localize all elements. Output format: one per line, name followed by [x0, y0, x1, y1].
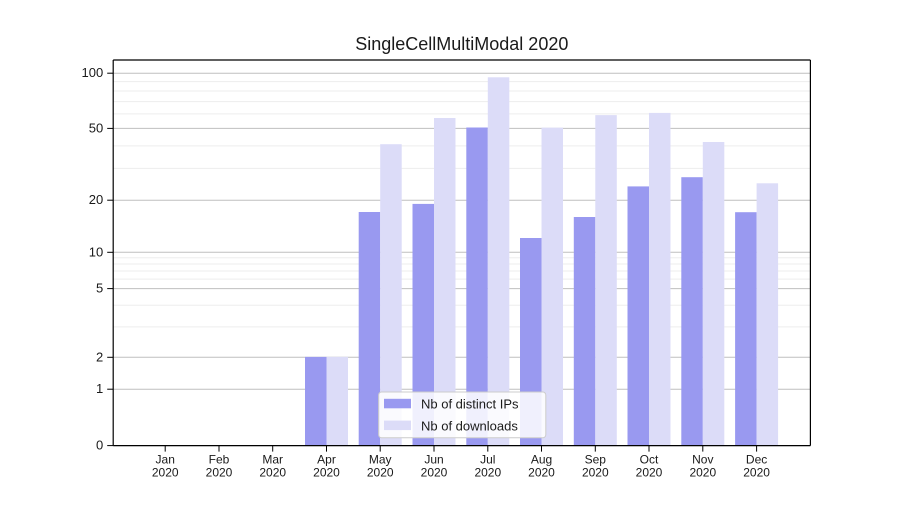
svg-text:Nb of downloads: Nb of downloads [421, 418, 518, 433]
svg-text:Jan: Jan [156, 453, 175, 467]
svg-text:2020: 2020 [636, 466, 663, 480]
svg-text:0: 0 [96, 438, 103, 453]
svg-text:2020: 2020 [421, 466, 448, 480]
svg-text:Jun: Jun [424, 453, 443, 467]
svg-text:2020: 2020 [474, 466, 501, 480]
svg-text:5: 5 [96, 281, 103, 296]
svg-text:May: May [369, 453, 392, 467]
svg-text:1: 1 [96, 381, 103, 396]
svg-text:Oct: Oct [640, 453, 659, 467]
svg-text:2: 2 [96, 349, 103, 364]
svg-text:2020: 2020 [528, 466, 555, 480]
svg-text:2020: 2020 [313, 466, 340, 480]
svg-text:2020: 2020 [152, 466, 179, 480]
svg-text:Mar: Mar [262, 453, 283, 467]
svg-text:10: 10 [89, 244, 103, 259]
svg-text:2020: 2020 [259, 466, 286, 480]
svg-text:Aug: Aug [531, 453, 552, 467]
svg-text:Dec: Dec [746, 453, 767, 467]
svg-text:50: 50 [89, 120, 103, 135]
svg-text:2020: 2020 [582, 466, 609, 480]
svg-text:Nov: Nov [692, 453, 713, 467]
svg-text:Feb: Feb [209, 453, 230, 467]
svg-text:Nb of distinct IPs: Nb of distinct IPs [421, 397, 519, 412]
svg-text:2020: 2020 [689, 466, 716, 480]
svg-text:20: 20 [89, 192, 103, 207]
svg-text:100: 100 [81, 65, 103, 80]
svg-text:2020: 2020 [367, 466, 394, 480]
svg-text:Sep: Sep [585, 453, 607, 467]
svg-text:SingleCellMultiModal 2020: SingleCellMultiModal 2020 [355, 34, 568, 54]
svg-text:2020: 2020 [206, 466, 233, 480]
svg-text:Apr: Apr [317, 453, 336, 467]
svg-text:Jul: Jul [480, 453, 495, 467]
svg-text:2020: 2020 [743, 466, 770, 480]
